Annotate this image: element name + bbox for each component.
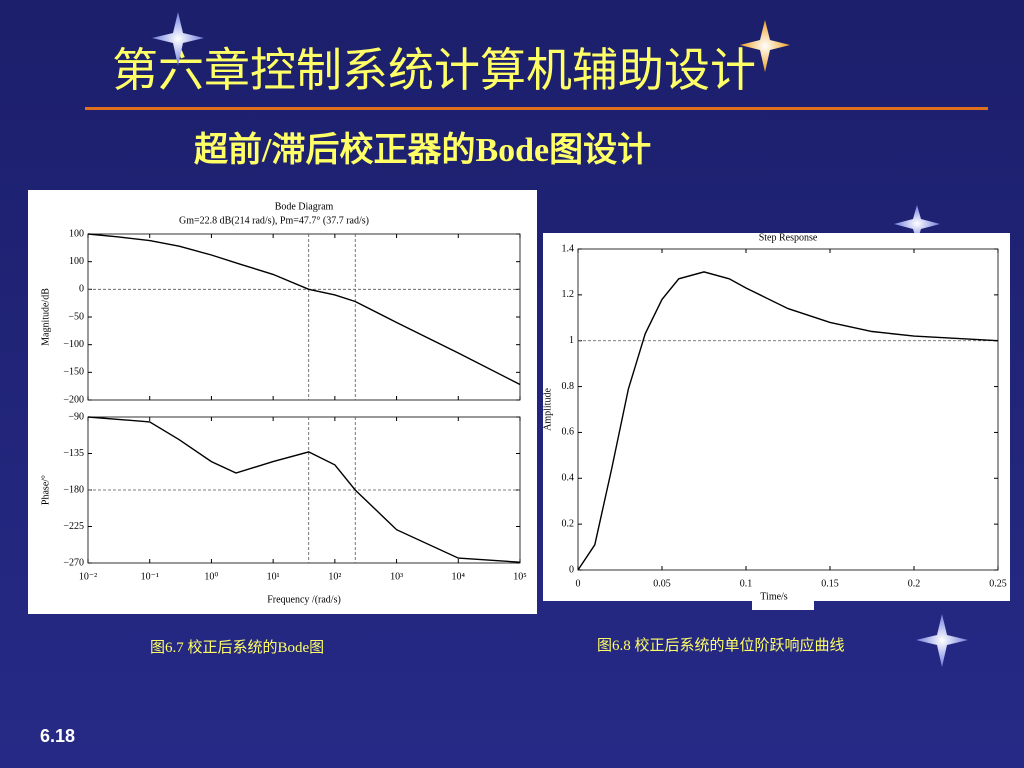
x-tick-label: 0.05 xyxy=(653,578,671,589)
y-tick-label: 0 xyxy=(79,284,84,295)
y-tick-label: −270 xyxy=(63,557,84,568)
x-tick-label: 10³ xyxy=(390,571,403,582)
star xyxy=(916,614,968,667)
x-tick-label: 0.15 xyxy=(821,578,839,589)
y-tick-label: 0.6 xyxy=(562,427,575,438)
x-tick-label: 10⁻² xyxy=(79,571,97,582)
y-tick-label: −90 xyxy=(68,411,84,422)
plot-frame xyxy=(577,248,999,571)
y-axis-label: Phase/° xyxy=(40,475,51,505)
y-tick-label: −100 xyxy=(63,339,84,350)
x-axis-label: Time/s xyxy=(760,591,788,602)
chart-title: Step Response xyxy=(759,232,818,243)
star xyxy=(894,205,940,242)
x-tick-label: 10¹ xyxy=(267,571,280,582)
figure-panel xyxy=(543,233,1010,601)
star xyxy=(740,20,790,72)
y-tick-label: 100 xyxy=(69,256,84,267)
data-line xyxy=(87,233,521,386)
y-tick-label: 0 xyxy=(569,564,574,575)
x-tick-label: 10⁰ xyxy=(204,571,218,582)
y-tick-label: 1.4 xyxy=(562,243,575,254)
x-tick-label: 0.2 xyxy=(908,578,921,589)
data-line xyxy=(87,416,521,563)
y-tick-label: 0.2 xyxy=(562,518,575,529)
y-tick-label: −200 xyxy=(63,394,84,405)
page-number: 6.18 xyxy=(40,726,76,746)
y-tick-label: 0.8 xyxy=(562,381,575,392)
slide-title: 第六章控制系统计算机辅助设计 xyxy=(112,45,756,96)
star xyxy=(152,12,204,66)
x-tick-label: 10⁴ xyxy=(452,571,466,582)
y-tick-label: 0.4 xyxy=(562,473,575,484)
x-tick-label: 0 xyxy=(576,578,581,589)
figure-panel xyxy=(28,190,537,614)
y-tick-label: 100 xyxy=(69,228,84,239)
y-tick-label: 1.2 xyxy=(562,289,575,300)
y-tick-label: −135 xyxy=(63,448,84,459)
x-axis-label: Frequency /(rad/s) xyxy=(267,594,341,605)
caption: 图6.7 校正后系统的Bode图 xyxy=(150,640,325,656)
caption: 图6.8 校正后系统的单位阶跃响应曲线 xyxy=(597,638,845,654)
x-tick-label: 10² xyxy=(328,571,341,582)
y-tick-label: −50 xyxy=(68,311,84,322)
y-axis-label: Amplitude xyxy=(542,388,553,431)
title-rule xyxy=(85,107,988,110)
x-tick-label: 10⁵ xyxy=(513,571,527,582)
x-tick-label: 0.1 xyxy=(740,578,753,589)
y-tick-label: 1 xyxy=(569,335,574,346)
chart-subtitle: Gm=22.8 dB(214 rad/s), Pm=47.7° (37.7 ra… xyxy=(179,215,369,226)
x-tick-label: 0.25 xyxy=(989,578,1007,589)
y-tick-label: −180 xyxy=(63,484,84,495)
label-tab xyxy=(752,586,814,610)
y-tick-label: −150 xyxy=(63,367,84,378)
y-tick-label: −225 xyxy=(63,521,84,532)
slide-subtitle: 超前/滞后校正器的Bode图设计 xyxy=(194,132,652,169)
data-line xyxy=(577,271,999,571)
y-axis-label: Magnitude/dB xyxy=(40,288,51,346)
chart-title: Bode Diagram xyxy=(275,201,334,212)
x-tick-label: 10⁻¹ xyxy=(141,571,159,582)
